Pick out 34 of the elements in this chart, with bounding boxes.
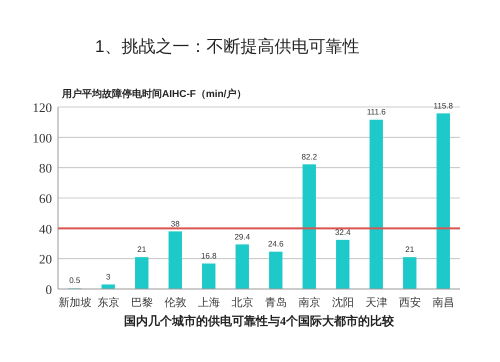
x-tick-label: 伦敦 [164,296,186,309]
y-tick-label: 80 [39,160,52,176]
data-label: 24.6 [268,240,284,249]
data-label: 0.5 [69,276,81,286]
x-tick-label: 南昌 [432,296,454,309]
y-tick-label: 20 [39,252,52,267]
data-label: 16.8 [200,252,218,261]
y-tick-label: 0 [46,282,52,297]
y-tick-label: 100 [32,130,52,146]
x-tick-label: 青岛 [264,296,287,309]
data-label: 21 [405,245,415,254]
data-label: 111.6 [366,108,386,117]
x-tick-label: 巴黎 [130,297,153,309]
x-tick-label: 新加坡 [58,296,92,309]
y-tick-label: 120 [32,100,52,115]
x-tick-label: 北京 [231,296,254,309]
data-label: 29.4 [234,232,251,242]
x-tick-label: 西安 [398,296,421,309]
x-tick-label: 上海 [198,296,220,309]
data-label: 21 [137,245,147,254]
text: 国内几个城市的供电可靠性与4个国际大都市的比较 [124,314,395,328]
y-tick-label: 60 [39,191,52,206]
chart-title: 1、挑战之一：不断提高供电可靠性 [95,37,360,56]
data-label: 82.2 [301,152,318,162]
data-label: 115.8 [434,101,454,110]
x-tick-label: 东京 [97,296,120,309]
x-tick-label: 沈阳 [332,296,354,309]
data-label: 32.4 [334,228,352,237]
chart-subtitle: 用户平均故障停电时间AIHC-F（min/户） [61,88,246,100]
y-tick-label: 40 [39,221,52,236]
x-tick-label: 天津 [365,296,388,309]
x-tick-label: 南京 [298,296,320,309]
data-label: 3 [106,272,112,282]
data-label: 38 [170,219,180,228]
